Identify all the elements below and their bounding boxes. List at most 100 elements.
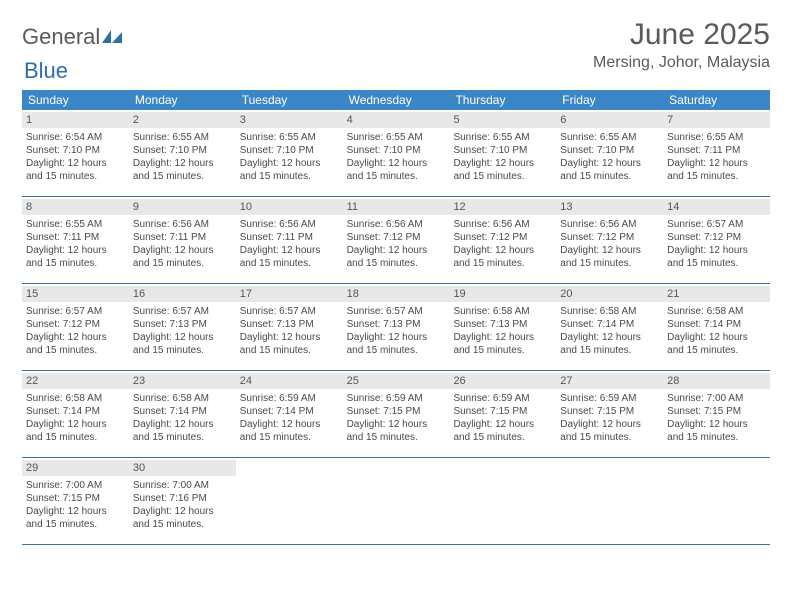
logo-icon — [102, 24, 124, 50]
sunrise-line: Sunrise: 6:55 AM — [453, 131, 552, 144]
sunset-line: Sunset: 7:16 PM — [133, 492, 232, 505]
daylight-line: Daylight: 12 hours and 15 minutes. — [453, 331, 552, 357]
daylight-line: Daylight: 12 hours and 15 minutes. — [453, 244, 552, 270]
day-number: 18 — [343, 286, 450, 302]
day-cell: 10Sunrise: 6:56 AMSunset: 7:11 PMDayligh… — [236, 197, 343, 283]
dow-cell: Sunday — [22, 90, 129, 110]
daylight-line: Daylight: 12 hours and 15 minutes. — [560, 331, 659, 357]
sunrise-line: Sunrise: 6:58 AM — [667, 305, 766, 318]
day-number: 7 — [663, 112, 770, 128]
sunset-line: Sunset: 7:12 PM — [453, 231, 552, 244]
day-cell: 13Sunrise: 6:56 AMSunset: 7:12 PMDayligh… — [556, 197, 663, 283]
sunrise-line: Sunrise: 6:55 AM — [240, 131, 339, 144]
week-row: 15Sunrise: 6:57 AMSunset: 7:12 PMDayligh… — [22, 284, 770, 371]
day-number: 14 — [663, 199, 770, 215]
day-cell: 1Sunrise: 6:54 AMSunset: 7:10 PMDaylight… — [22, 110, 129, 196]
calendar: SundayMondayTuesdayWednesdayThursdayFrid… — [22, 90, 770, 545]
day-cell: 15 Sunrise: 6:57 AMSunset: 7:12 PMDayligh… — [22, 284, 129, 370]
day-number: 13 — [556, 199, 663, 215]
day-cell: 7Sunrise: 6:55 AMSunset: 7:11 PMDaylight… — [663, 110, 770, 196]
logo: General — [22, 18, 124, 50]
sunrise-line: Sunrise: 6:57 AM — [26, 305, 125, 318]
daylight-line: Daylight: 12 hours and 15 minutes. — [240, 418, 339, 444]
daylight-line: Daylight: 12 hours and 15 minutes. — [667, 331, 766, 357]
sunset-line: Sunset: 7:12 PM — [667, 231, 766, 244]
sunrise-line: Sunrise: 6:59 AM — [347, 392, 446, 405]
day-cell: 22 Sunrise: 6:58 AMSunset: 7:14 PMDayligh… — [22, 371, 129, 457]
day-cell — [236, 458, 343, 544]
day-number: 3 — [236, 112, 343, 128]
day-cell: 27Sunrise: 6:59 AMSunset: 7:15 PMDayligh… — [556, 371, 663, 457]
sunrise-line: Sunrise: 6:57 AM — [240, 305, 339, 318]
day-cell: 17Sunrise: 6:57 AMSunset: 7:13 PMDayligh… — [236, 284, 343, 370]
sunset-line: Sunset: 7:11 PM — [133, 231, 232, 244]
daylight-line: Daylight: 12 hours and 15 minutes. — [26, 331, 125, 357]
daylight-line: Daylight: 12 hours and 15 minutes. — [667, 244, 766, 270]
day-number: 1 — [22, 112, 129, 128]
daylight-line: Daylight: 12 hours and 15 minutes. — [667, 418, 766, 444]
sunset-line: Sunset: 7:15 PM — [667, 405, 766, 418]
day-number: 15 — [22, 286, 129, 302]
daylight-line: Daylight: 12 hours and 15 minutes. — [133, 244, 232, 270]
daylight-line: Daylight: 12 hours and 15 minutes. — [560, 244, 659, 270]
sunrise-line: Sunrise: 6:59 AM — [453, 392, 552, 405]
sunrise-line: Sunrise: 6:55 AM — [133, 131, 232, 144]
day-cell: 12Sunrise: 6:56 AMSunset: 7:12 PMDayligh… — [449, 197, 556, 283]
sunrise-line: Sunrise: 6:56 AM — [133, 218, 232, 231]
week-row: 1Sunrise: 6:54 AMSunset: 7:10 PMDaylight… — [22, 110, 770, 197]
sunrise-line: Sunrise: 7:00 AM — [667, 392, 766, 405]
day-number: 30 — [129, 460, 236, 476]
sunrise-line: Sunrise: 6:56 AM — [347, 218, 446, 231]
logo-text-2: Blue — [24, 58, 68, 83]
day-cell: 28 Sunrise: 7:00 AMSunset: 7:15 PMDayligh… — [663, 371, 770, 457]
sunset-line: Sunset: 7:14 PM — [26, 405, 125, 418]
daylight-line: Daylight: 12 hours and 15 minutes. — [667, 157, 766, 183]
sunset-line: Sunset: 7:13 PM — [453, 318, 552, 331]
daylight-line: Daylight: 12 hours and 15 minutes. — [560, 157, 659, 183]
day-number: 9 — [129, 199, 236, 215]
day-cell: 4Sunrise: 6:55 AMSunset: 7:10 PMDaylight… — [343, 110, 450, 196]
sunrise-line: Sunrise: 6:59 AM — [560, 392, 659, 405]
sunrise-line: Sunrise: 6:55 AM — [560, 131, 659, 144]
sunset-line: Sunset: 7:14 PM — [240, 405, 339, 418]
sunrise-line: Sunrise: 7:00 AM — [26, 479, 125, 492]
sunset-line: Sunset: 7:10 PM — [453, 144, 552, 157]
day-number: 28 — [663, 373, 770, 389]
sunrise-line: Sunrise: 6:55 AM — [347, 131, 446, 144]
day-cell — [449, 458, 556, 544]
sunset-line: Sunset: 7:12 PM — [26, 318, 125, 331]
sunset-line: Sunset: 7:13 PM — [240, 318, 339, 331]
day-number: 2 — [129, 112, 236, 128]
sunset-line: Sunset: 7:15 PM — [453, 405, 552, 418]
sunset-line: Sunset: 7:10 PM — [240, 144, 339, 157]
dow-cell: Monday — [129, 90, 236, 110]
dow-row: SundayMondayTuesdayWednesdayThursdayFrid… — [22, 90, 770, 110]
day-number: 12 — [449, 199, 556, 215]
sunrise-line: Sunrise: 7:00 AM — [133, 479, 232, 492]
dow-cell: Saturday — [663, 90, 770, 110]
sunset-line: Sunset: 7:14 PM — [133, 405, 232, 418]
week-row: 8Sunrise: 6:55 AMSunset: 7:11 PMDaylight… — [22, 197, 770, 284]
sunrise-line: Sunrise: 6:57 AM — [133, 305, 232, 318]
day-number: 22 — [22, 373, 129, 389]
dow-cell: Thursday — [449, 90, 556, 110]
daylight-line: Daylight: 12 hours and 15 minutes. — [453, 418, 552, 444]
day-cell: 18Sunrise: 6:57 AMSunset: 7:13 PMDayligh… — [343, 284, 450, 370]
sunset-line: Sunset: 7:13 PM — [347, 318, 446, 331]
sunrise-line: Sunrise: 6:58 AM — [133, 392, 232, 405]
day-number: 23 — [129, 373, 236, 389]
sunrise-line: Sunrise: 6:55 AM — [26, 218, 125, 231]
sunrise-line: Sunrise: 6:58 AM — [26, 392, 125, 405]
sunset-line: Sunset: 7:11 PM — [26, 231, 125, 244]
weeks-container: 1Sunrise: 6:54 AMSunset: 7:10 PMDaylight… — [22, 110, 770, 545]
sunrise-line: Sunrise: 6:58 AM — [453, 305, 552, 318]
daylight-line: Daylight: 12 hours and 15 minutes. — [560, 418, 659, 444]
daylight-line: Daylight: 12 hours and 15 minutes. — [347, 157, 446, 183]
day-cell — [556, 458, 663, 544]
day-cell — [663, 458, 770, 544]
day-number: 25 — [343, 373, 450, 389]
daylight-line: Daylight: 12 hours and 15 minutes. — [26, 418, 125, 444]
daylight-line: Daylight: 12 hours and 15 minutes. — [26, 505, 125, 531]
day-cell: 19Sunrise: 6:58 AMSunset: 7:13 PMDayligh… — [449, 284, 556, 370]
sunrise-line: Sunrise: 6:55 AM — [667, 131, 766, 144]
